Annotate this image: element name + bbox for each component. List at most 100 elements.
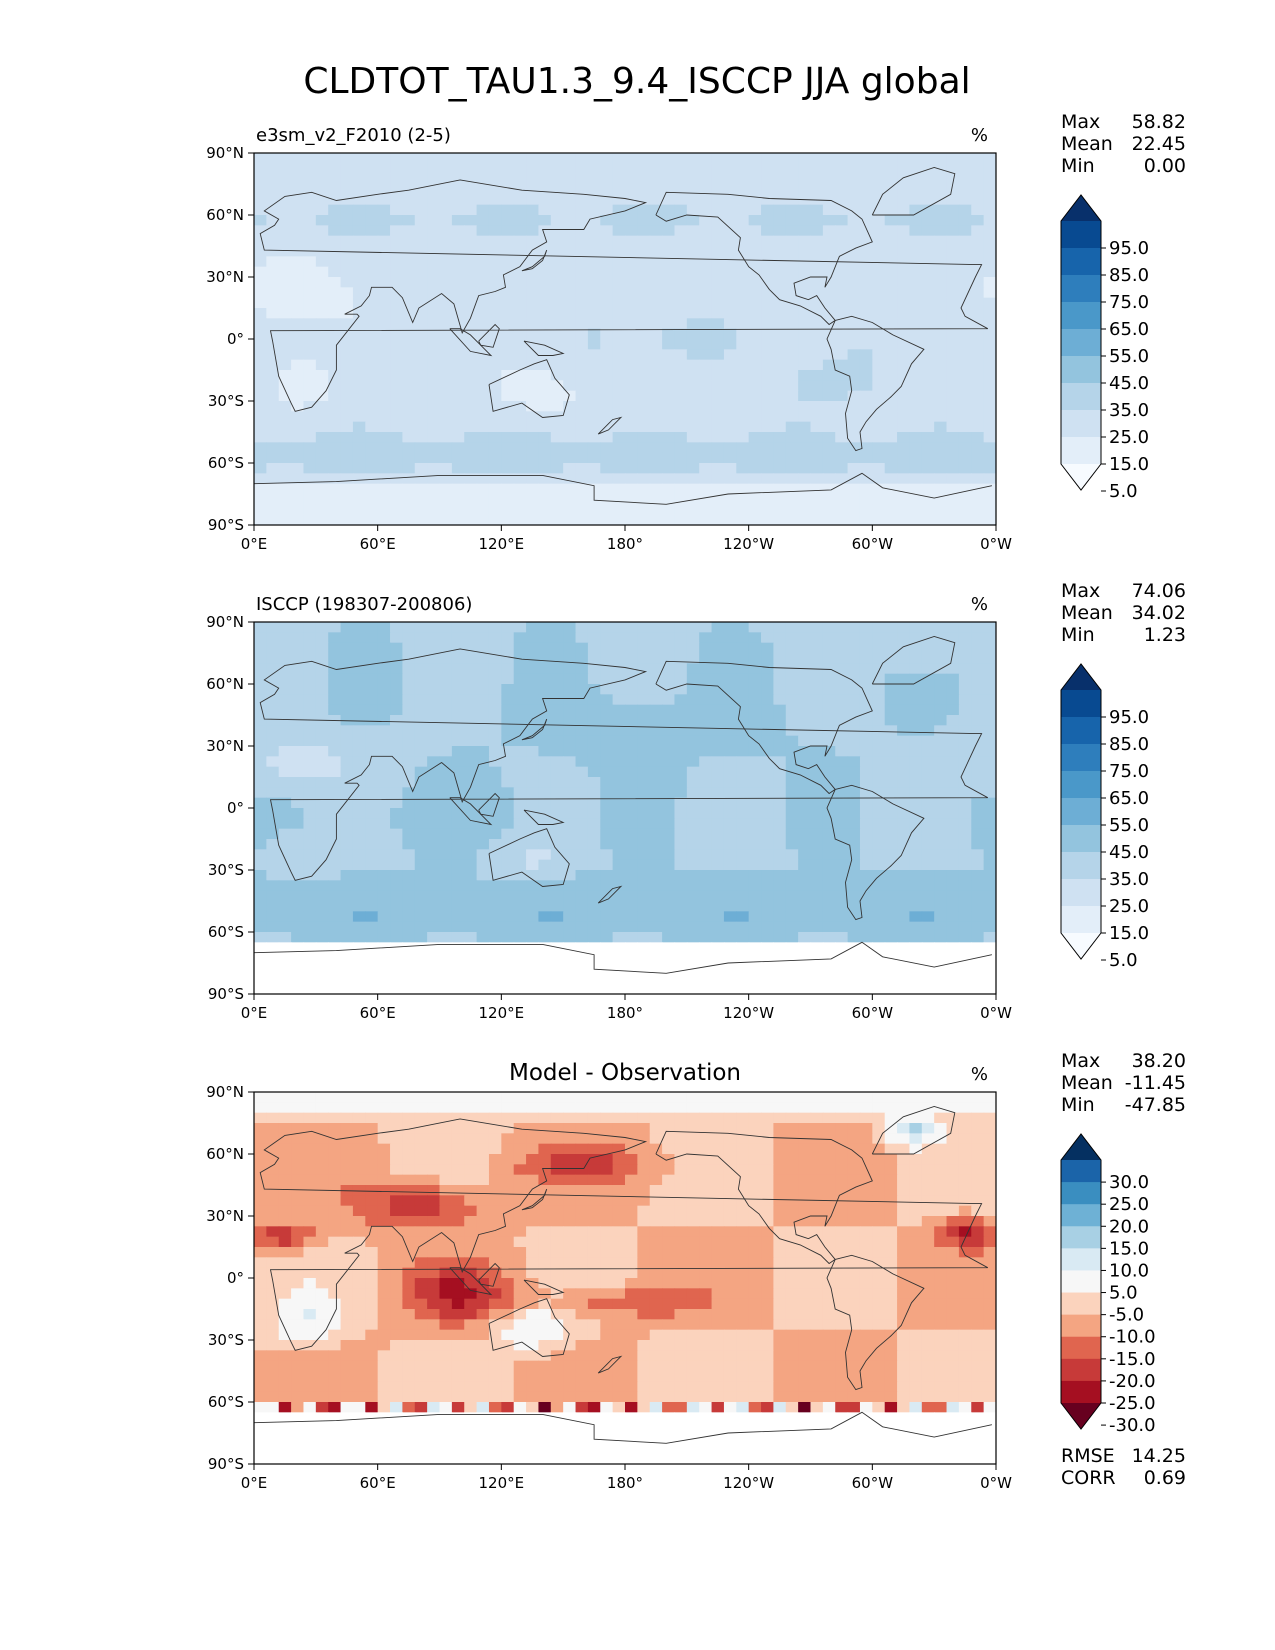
field-cell (946, 339, 960, 350)
field-cell (439, 297, 453, 309)
field-cell (365, 653, 379, 664)
field-cell (761, 153, 774, 164)
field-cell (958, 246, 972, 257)
field-cell (513, 746, 527, 757)
field-cell (909, 287, 923, 299)
field-cell (847, 1154, 861, 1165)
field-cell (550, 504, 564, 516)
field-cell (736, 442, 750, 454)
x-tick-label: 180° (607, 535, 643, 553)
field-cell (625, 880, 638, 892)
field-cell (859, 663, 873, 675)
field-cell (340, 204, 354, 216)
field-cell (488, 463, 502, 474)
field-cell (402, 839, 416, 850)
field-cell (649, 725, 663, 737)
field-cell (402, 911, 416, 923)
field-cell (983, 287, 996, 299)
field-cell (822, 632, 836, 644)
field-cell (587, 1112, 601, 1124)
field-cell (723, 901, 737, 912)
field-cell (402, 1143, 416, 1155)
field-cell (897, 297, 911, 309)
field-cell (612, 359, 626, 371)
field-cell (773, 746, 787, 757)
coastline (826, 315, 925, 452)
field-cell (934, 308, 948, 319)
field-cell (649, 184, 663, 195)
field-cell (971, 359, 985, 371)
field-cell (748, 901, 762, 912)
field-cell (897, 514, 911, 525)
field-cell (328, 339, 342, 350)
field-cell (909, 1112, 923, 1124)
field-cell (884, 777, 898, 788)
field-cell (723, 694, 737, 706)
field-cell (723, 1154, 737, 1165)
field-cell (352, 694, 366, 706)
field-cell (773, 297, 787, 309)
field-cell (587, 514, 601, 525)
field-cell (785, 756, 799, 768)
field-cell (637, 266, 651, 278)
field-cell (451, 184, 465, 195)
field-cell (847, 483, 861, 495)
field-cell (625, 870, 638, 881)
field-cell (538, 359, 552, 371)
field-cell (427, 494, 441, 505)
field-cell (884, 153, 898, 164)
field-cell (761, 839, 774, 850)
field-cell (699, 787, 713, 799)
field-cell (625, 808, 638, 819)
y-tick-label: 90°N (206, 613, 244, 631)
field-cell (390, 735, 403, 747)
field-cell (822, 694, 836, 706)
field-cell (328, 911, 342, 923)
field-cell (526, 828, 540, 840)
field-cell (600, 1092, 614, 1103)
field-cell (785, 432, 799, 443)
field-cell (761, 173, 774, 185)
field-cell (365, 787, 379, 799)
field-cell (390, 494, 403, 505)
field-cell (563, 932, 577, 943)
field-cell (649, 797, 663, 809)
field-cell (513, 849, 527, 861)
field-cell (390, 421, 403, 433)
field-cell (538, 184, 552, 195)
field-cell (315, 1164, 329, 1176)
field-cell (662, 766, 676, 778)
field-cell (835, 390, 849, 402)
field-cell (625, 277, 638, 288)
field-cell (835, 870, 849, 881)
field-cell (971, 818, 985, 830)
field-cell (266, 684, 280, 695)
field-cell (847, 756, 861, 768)
field-cell (711, 715, 725, 726)
field-cell (352, 859, 366, 871)
field-cell (748, 725, 762, 737)
field-cell (798, 308, 812, 319)
field-cell (254, 684, 267, 695)
field-cell (377, 380, 391, 392)
field-cell (723, 380, 737, 392)
field-cell (291, 287, 305, 299)
field-cell (773, 483, 787, 495)
field-cell (946, 463, 960, 474)
field-cell (674, 632, 688, 644)
field-cell (315, 839, 329, 850)
field-cell (513, 797, 527, 809)
field-cell (266, 1143, 280, 1155)
field-cell (662, 828, 676, 840)
field-cell (859, 277, 873, 288)
field-cell (563, 622, 577, 633)
field-cell (983, 642, 996, 654)
field-cell (377, 1154, 391, 1165)
field-cell (476, 746, 490, 757)
field-cell (921, 818, 935, 830)
field-cell (810, 153, 824, 164)
field-cell (686, 839, 700, 850)
field-cell (686, 932, 700, 943)
field-cell (884, 808, 898, 819)
field-cell (798, 942, 812, 954)
